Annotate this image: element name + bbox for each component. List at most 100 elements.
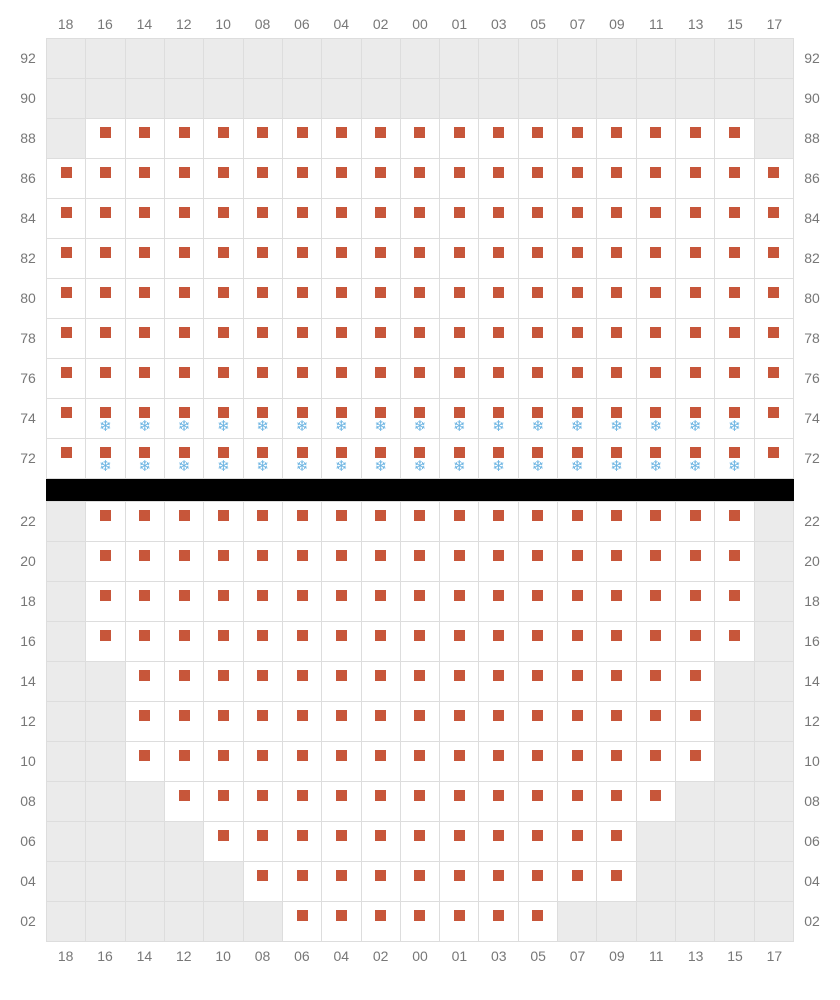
seat-cell[interactable] xyxy=(165,119,204,159)
seat-cell[interactable] xyxy=(165,319,204,359)
seat-cell[interactable] xyxy=(86,119,125,159)
seat-cell[interactable] xyxy=(597,199,636,239)
seat-cell[interactable] xyxy=(362,199,401,239)
seat-cell[interactable] xyxy=(47,239,86,279)
seat-cell[interactable] xyxy=(244,702,283,742)
seat-cell[interactable] xyxy=(126,702,165,742)
seat-cell[interactable] xyxy=(322,822,361,862)
seat-cell[interactable] xyxy=(244,822,283,862)
seat-cell[interactable] xyxy=(597,622,636,662)
seat-cell[interactable] xyxy=(204,119,243,159)
seat-cell[interactable] xyxy=(165,782,204,822)
seat-cell[interactable] xyxy=(244,319,283,359)
seat-cell[interactable] xyxy=(244,279,283,319)
seat-cell[interactable] xyxy=(597,119,636,159)
seat-cell[interactable]: ❄ xyxy=(440,439,479,479)
seat-cell[interactable] xyxy=(47,399,86,439)
seat-cell[interactable] xyxy=(558,622,597,662)
seat-cell[interactable] xyxy=(440,902,479,942)
seat-cell[interactable] xyxy=(479,822,518,862)
seat-cell[interactable] xyxy=(637,119,676,159)
seat-cell[interactable] xyxy=(597,359,636,399)
seat-cell[interactable] xyxy=(244,359,283,399)
seat-cell[interactable] xyxy=(322,119,361,159)
seat-cell[interactable] xyxy=(637,319,676,359)
seat-cell[interactable] xyxy=(676,159,715,199)
seat-cell[interactable] xyxy=(244,742,283,782)
seat-cell[interactable] xyxy=(479,662,518,702)
seat-cell[interactable] xyxy=(597,862,636,902)
seat-cell[interactable] xyxy=(597,502,636,542)
seat-cell[interactable] xyxy=(322,319,361,359)
seat-cell[interactable] xyxy=(47,279,86,319)
seat-cell[interactable] xyxy=(283,702,322,742)
seat-cell[interactable] xyxy=(204,239,243,279)
seat-cell[interactable] xyxy=(479,782,518,822)
seat-cell[interactable] xyxy=(597,582,636,622)
seat-cell[interactable] xyxy=(440,279,479,319)
seat-cell[interactable] xyxy=(165,702,204,742)
seat-cell[interactable]: ❄ xyxy=(637,399,676,439)
seat-cell[interactable] xyxy=(558,239,597,279)
seat-cell[interactable] xyxy=(401,239,440,279)
seat-cell[interactable] xyxy=(283,199,322,239)
seat-cell[interactable] xyxy=(322,239,361,279)
seat-cell[interactable] xyxy=(715,239,754,279)
seat-cell[interactable] xyxy=(519,902,558,942)
seat-cell[interactable] xyxy=(322,542,361,582)
seat-cell[interactable] xyxy=(322,622,361,662)
seat-cell[interactable] xyxy=(479,159,518,199)
seat-cell[interactable] xyxy=(362,159,401,199)
seat-cell[interactable] xyxy=(755,319,794,359)
seat-cell[interactable] xyxy=(244,239,283,279)
seat-cell[interactable] xyxy=(676,542,715,582)
seat-cell[interactable] xyxy=(244,119,283,159)
seat-cell[interactable] xyxy=(715,279,754,319)
seat-cell[interactable] xyxy=(322,199,361,239)
seat-cell[interactable] xyxy=(322,662,361,702)
seat-cell[interactable] xyxy=(47,199,86,239)
seat-cell[interactable] xyxy=(126,622,165,662)
seat-cell[interactable] xyxy=(519,862,558,902)
seat-cell[interactable] xyxy=(637,702,676,742)
seat-cell[interactable] xyxy=(440,239,479,279)
seat-cell[interactable] xyxy=(558,502,597,542)
seat-cell[interactable] xyxy=(597,239,636,279)
seat-cell[interactable] xyxy=(558,662,597,702)
seat-cell[interactable] xyxy=(479,199,518,239)
seat-cell[interactable] xyxy=(676,582,715,622)
seat-cell[interactable] xyxy=(283,582,322,622)
seat-cell[interactable] xyxy=(204,199,243,239)
seat-cell[interactable] xyxy=(519,199,558,239)
seat-cell[interactable] xyxy=(204,359,243,399)
seat-cell[interactable] xyxy=(283,662,322,702)
seat-cell[interactable] xyxy=(519,319,558,359)
seat-cell[interactable] xyxy=(755,439,794,479)
seat-cell[interactable]: ❄ xyxy=(676,439,715,479)
seat-cell[interactable] xyxy=(165,542,204,582)
seat-cell[interactable] xyxy=(597,782,636,822)
seat-cell[interactable] xyxy=(362,742,401,782)
seat-cell[interactable]: ❄ xyxy=(362,399,401,439)
seat-cell[interactable] xyxy=(86,279,125,319)
seat-cell[interactable] xyxy=(519,702,558,742)
seat-cell[interactable] xyxy=(362,862,401,902)
seat-cell[interactable]: ❄ xyxy=(126,439,165,479)
seat-cell[interactable] xyxy=(126,582,165,622)
seat-cell[interactable] xyxy=(440,582,479,622)
seat-cell[interactable] xyxy=(204,662,243,702)
seat-cell[interactable] xyxy=(244,582,283,622)
seat-cell[interactable]: ❄ xyxy=(204,439,243,479)
seat-cell[interactable] xyxy=(283,502,322,542)
seat-cell[interactable] xyxy=(362,582,401,622)
seat-cell[interactable] xyxy=(597,159,636,199)
seat-cell[interactable] xyxy=(676,279,715,319)
seat-cell[interactable] xyxy=(637,582,676,622)
seat-cell[interactable] xyxy=(165,199,204,239)
seat-cell[interactable] xyxy=(322,902,361,942)
seat-cell[interactable] xyxy=(637,279,676,319)
seat-cell[interactable] xyxy=(637,542,676,582)
seat-cell[interactable] xyxy=(401,119,440,159)
seat-cell[interactable] xyxy=(283,119,322,159)
seat-cell[interactable] xyxy=(440,822,479,862)
